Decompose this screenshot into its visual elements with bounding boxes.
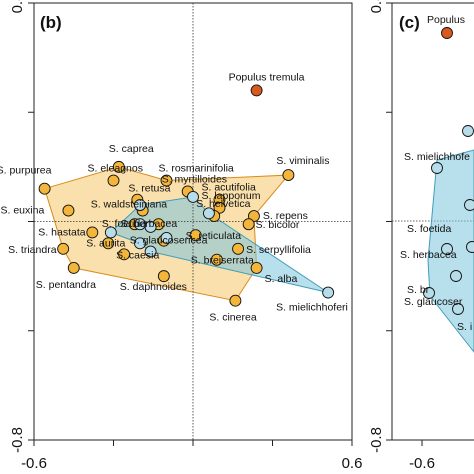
panel-c-label: Populus	[427, 14, 465, 26]
point-label: S. lapponum	[202, 190, 261, 202]
panel-c-y-tick-label: 0.8	[368, 0, 385, 13]
point-label: S. mielichhoferi	[276, 302, 348, 314]
point-label: S. reticulata	[186, 230, 242, 242]
point-orange	[250, 261, 263, 274]
panel-c-x-tick-label: -0.6	[409, 455, 435, 472]
panel-c-tag: (c)	[399, 13, 420, 32]
x-tick-label: 0.6	[342, 455, 363, 472]
point-orange	[112, 160, 125, 173]
reference-lines	[34, 3, 352, 440]
point-label: S. eleagnos	[88, 163, 143, 175]
point-orange	[62, 204, 75, 217]
panel-c-label: S. br	[407, 284, 430, 296]
point-label: S. hastata	[38, 226, 85, 238]
y-tick-label: 0.8	[9, 0, 26, 13]
point-label: S. serpyllifolia	[246, 244, 311, 256]
x-tick-label: -0.6	[21, 455, 47, 472]
point-orange	[229, 294, 242, 307]
panel-c-point	[464, 199, 474, 211]
point-label: Populus tremula	[229, 71, 305, 83]
point-label: S. breiserrata	[191, 255, 254, 267]
point-orange	[107, 174, 120, 187]
panel-c-point	[441, 27, 453, 39]
panel-c-point	[466, 241, 474, 253]
point-layer	[38, 84, 335, 307]
panel-b-tag: (b)	[40, 13, 62, 32]
point-orange	[118, 248, 131, 261]
point-orange	[189, 229, 202, 242]
point-red	[250, 84, 263, 97]
point-blue	[187, 190, 199, 203]
point-orange	[232, 242, 245, 255]
point-label: S. waldsteiniana	[91, 199, 168, 211]
point-label: S. viminalis	[276, 155, 329, 167]
panel-c-label: S. herbacea	[400, 249, 457, 261]
point-label: S. retusa	[128, 183, 170, 195]
panel-c-point	[431, 162, 443, 174]
panel-c-point	[423, 287, 435, 299]
point-label: S. alba	[265, 273, 298, 285]
point-blue	[144, 221, 157, 233]
point-blue	[134, 237, 146, 250]
point-blue	[202, 207, 215, 220]
point-orange	[67, 261, 80, 274]
panel-c-label: S. foetida	[407, 223, 452, 235]
point-label: S. aurita	[86, 237, 125, 249]
panel-c-point	[441, 243, 453, 255]
point-label: S. repens	[263, 210, 308, 222]
point-orange	[210, 253, 223, 266]
point-label: S. helvetica	[196, 198, 250, 210]
point-label: S. foetida	[102, 218, 147, 230]
point-orange	[242, 218, 255, 231]
point-label: S. euxina	[1, 205, 45, 217]
tick-layer: -0.6 0.6 -0.8 0.8 0.8 -0.8 -0.6	[9, 0, 435, 472]
panel-c-point	[462, 125, 474, 137]
point-blue	[144, 245, 157, 258]
point-orange	[157, 270, 170, 283]
y-tick-label: -0.8	[9, 427, 26, 453]
point-label: S. bicolor	[256, 219, 300, 231]
point-orange	[102, 237, 115, 250]
panel-c-label: S. glaucoser	[404, 296, 463, 308]
point-orange	[86, 226, 99, 239]
panel-c-point	[452, 303, 464, 315]
point-blue	[104, 226, 117, 239]
point-blue	[134, 199, 146, 212]
panel-c-y-tick-label: -0.8	[368, 427, 385, 453]
point-blue	[160, 231, 173, 244]
point-label: S. caprea	[109, 143, 154, 155]
point-label: S. purpurea	[0, 165, 52, 177]
point-label: S. daphnoides	[120, 281, 187, 293]
point-orange	[160, 174, 173, 187]
panel-c-label: S. mielichhofe	[404, 151, 470, 163]
point-label: S. acutifolia	[202, 182, 256, 194]
panel-c-point	[450, 270, 462, 282]
panel-c-frame: Populus S. mielichhofe S. foetida S. herbac…	[391, 2, 474, 441]
panel-c-label: S. i	[457, 321, 472, 333]
point-label: S. triandra	[8, 244, 57, 256]
point-label: S. herbacea	[121, 218, 178, 230]
point-orange	[57, 242, 70, 255]
point-label: S. myrtilloides	[162, 174, 227, 186]
point-label: S. glaucosericea	[130, 235, 208, 247]
point-orange	[282, 169, 295, 182]
point-orange	[38, 182, 51, 195]
label-layer: Populus tremula S. purpurea S. caprea S. el…	[0, 71, 348, 323]
point-label: S. caesia	[116, 249, 159, 261]
point-label: S. rosmarinifolia	[159, 163, 234, 175]
point-label: S. cinerea	[209, 312, 256, 324]
point-blue	[322, 286, 335, 299]
point-label: S. pentandra	[36, 279, 96, 291]
